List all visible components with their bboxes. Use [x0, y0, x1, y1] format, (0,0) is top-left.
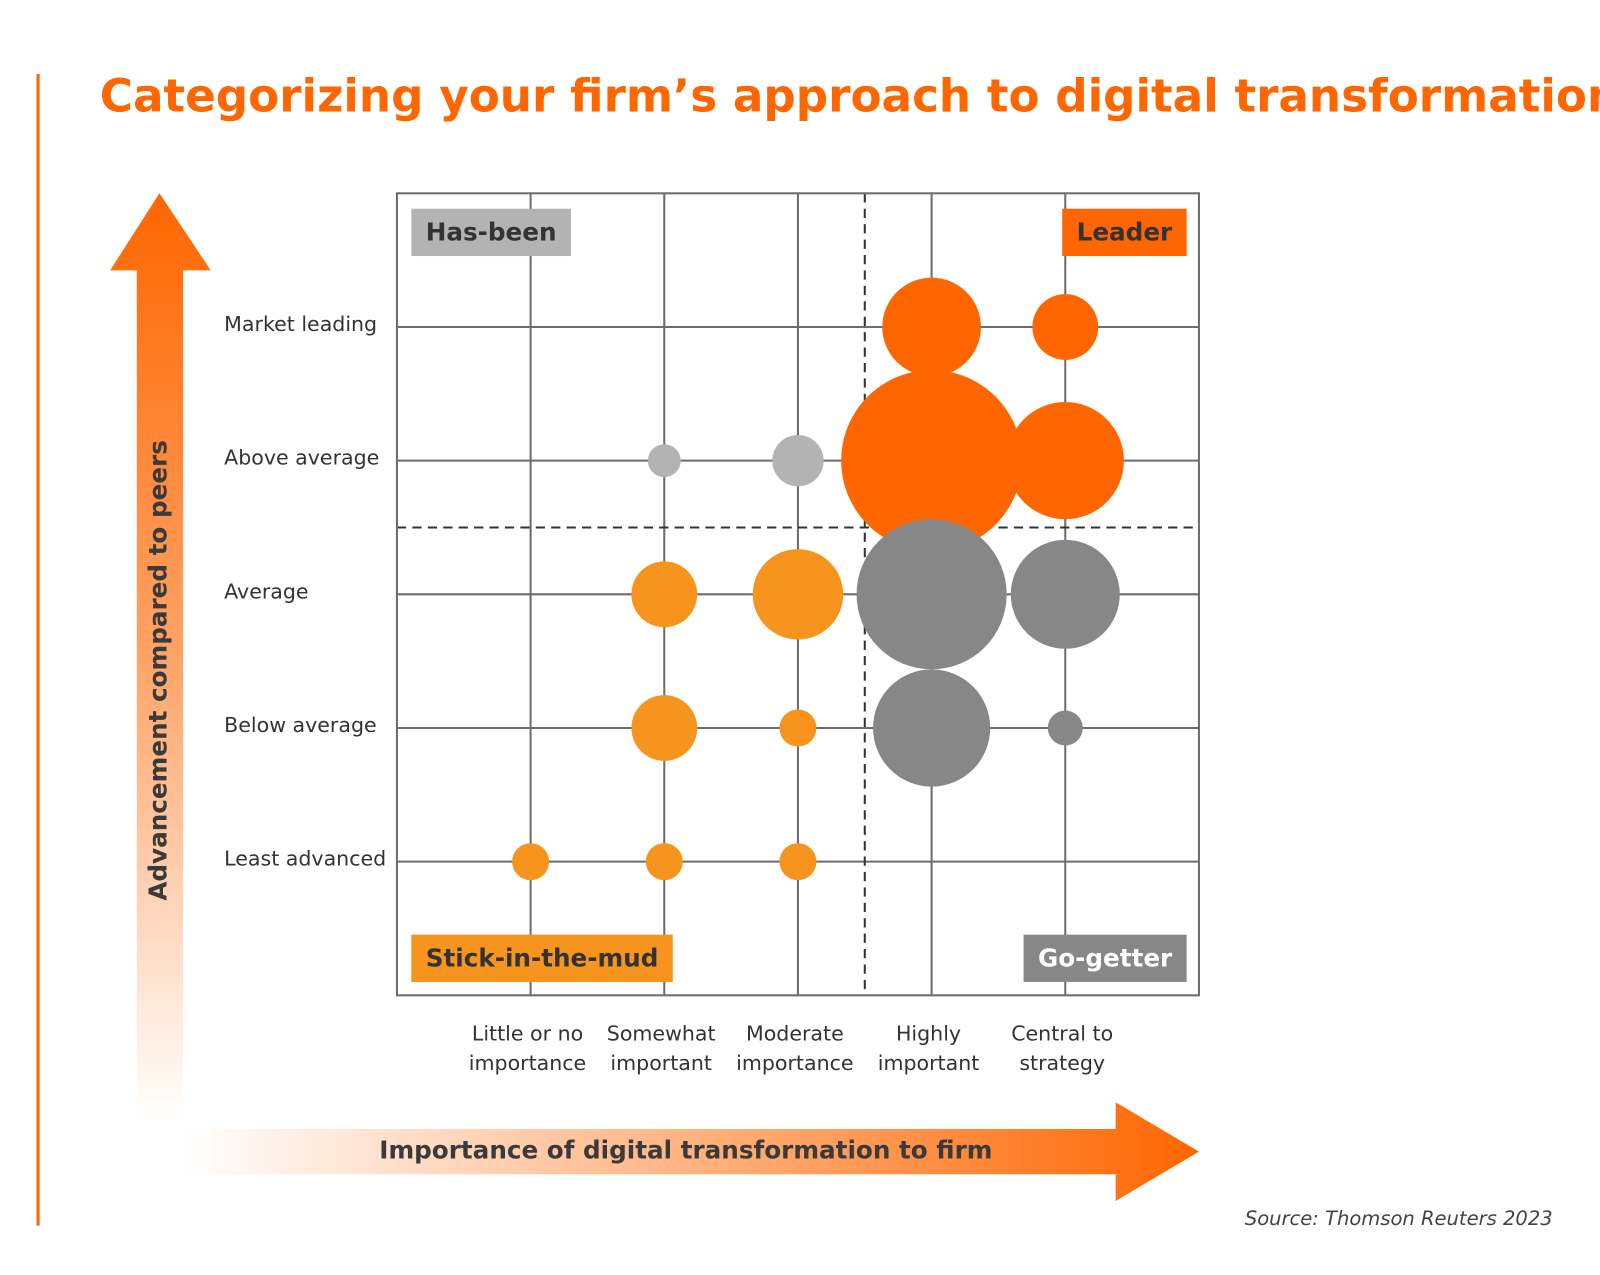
y-tick-label: Market leading — [224, 312, 377, 336]
bubble — [873, 669, 991, 787]
y-axis-arrow — [110, 193, 211, 1121]
x-tick-label: Central to — [1011, 1021, 1113, 1045]
x-tick-label: Highly — [896, 1021, 961, 1045]
bubble — [645, 843, 683, 881]
x-tick-label: Somewhat — [607, 1021, 716, 1045]
bubble — [1006, 402, 1124, 520]
x-axis-title: Importance of digital transformation to … — [379, 1136, 992, 1165]
bubble — [1047, 710, 1083, 746]
source: Source: Thomson Reuters 2023 — [1245, 1207, 1553, 1230]
y-tick-label: Average — [224, 579, 308, 603]
x-tick-label: important — [878, 1051, 980, 1075]
bubble — [856, 519, 1007, 670]
quadrant-box — [1023, 934, 1187, 982]
bubble — [772, 434, 824, 487]
x-tick-label: strategy — [1019, 1051, 1105, 1075]
bubble — [631, 695, 698, 761]
bubble — [882, 277, 981, 377]
quadrant-box — [1062, 208, 1187, 257]
quadrant-label: Leader — [1077, 217, 1173, 246]
x-axis-arrow — [185, 1102, 1199, 1201]
chart-title: Categorizing your firm’s approach to dig… — [100, 70, 1600, 123]
bubble — [631, 561, 698, 628]
y-tick-label: Least advanced — [224, 847, 386, 871]
quadrant-label: Go-getter — [1038, 943, 1173, 972]
quadrant-label: Stick-in-the-mud — [426, 943, 659, 972]
bubble — [1010, 539, 1120, 649]
x-tick-label: Moderate — [746, 1021, 844, 1045]
bubble — [1032, 294, 1099, 360]
x-tick-label: Little or no — [472, 1021, 583, 1045]
quadrant-box — [411, 934, 673, 982]
bubble — [647, 444, 681, 478]
bubble — [752, 549, 844, 640]
y-axis-title: Advancement compared to peers — [143, 440, 172, 901]
x-tick-label: importance — [736, 1051, 853, 1075]
bubble — [779, 843, 817, 881]
bubble — [841, 370, 1023, 552]
plot-border — [395, 192, 1200, 997]
y-tick-label: Above average — [224, 446, 379, 470]
x-tick-label: importance — [469, 1051, 586, 1075]
quadrant-box — [411, 208, 571, 257]
plot-area: Little or no importance Somewhat important M… — [224, 192, 1200, 1075]
bubble — [779, 709, 817, 747]
bubble — [512, 843, 550, 881]
y-tick-label: Below average — [224, 713, 376, 737]
x-tick-label: important — [610, 1051, 712, 1075]
quadrant-label: Has-been — [426, 217, 557, 246]
